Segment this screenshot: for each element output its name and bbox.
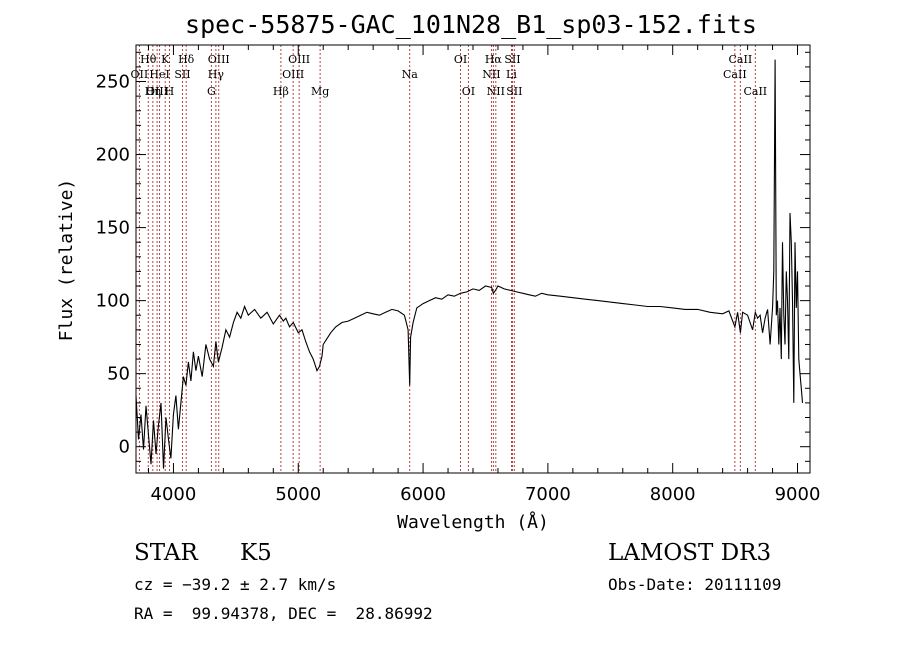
x-tick-label: 4000 [151, 484, 197, 505]
line-label: Hα [485, 53, 503, 66]
line-label: OII [131, 68, 149, 81]
spectrum-series [135, 59, 804, 469]
y-tick-label: 250 [96, 72, 130, 93]
y-tick-label: 100 [96, 291, 130, 312]
line-label: H [165, 85, 175, 98]
line-label: Hγ [208, 68, 225, 81]
x-tick-label: 5000 [275, 484, 321, 505]
line-label: NII [482, 68, 500, 81]
x-tick-label: 9000 [775, 484, 821, 505]
line-label: CaII [723, 68, 747, 81]
y-tick-label: 0 [119, 437, 130, 458]
line-label: CaII [729, 53, 753, 66]
redshift-cz: cz = −39.2 ± 2.7 km/s [134, 575, 336, 594]
y-tick-label: 200 [96, 145, 130, 166]
obs-date: Obs-Date: 20111109 [608, 575, 781, 594]
line-label: Na [402, 68, 419, 81]
object-class: STAR [134, 540, 198, 566]
x-tick-label: 6000 [400, 484, 446, 505]
survey-name: LAMOST DR3 [608, 540, 771, 566]
x-tick-label: 7000 [525, 484, 571, 505]
line-label: CaII [743, 85, 767, 98]
line-label: Hβ [273, 85, 289, 98]
y-axis-label: Flux (relative) [56, 179, 77, 342]
line-label: SII [174, 68, 190, 81]
line-label: OIII [146, 85, 168, 98]
x-axis: 4000 5000 6000 7000 8000 9000 [147, 45, 821, 505]
ra-dec: RA = 99.94378, DEC = 28.86992 [134, 604, 433, 623]
chart-title: spec-55875-GAC_101N28_B1_sp03-152.fits [185, 10, 757, 39]
line-label: NII [487, 85, 505, 98]
object-subclass: K5 [240, 540, 272, 566]
y-axis: 0 50 100 150 200 250 [96, 51, 810, 462]
line-label: Hθ [140, 53, 157, 66]
line-label: OIII [208, 53, 230, 66]
line-label: SII [506, 85, 522, 98]
line-label: OIII [282, 68, 304, 81]
line-label: OI [454, 53, 467, 66]
spectral-line-markers [138, 45, 756, 473]
line-label: SII [504, 53, 520, 66]
y-tick-label: 50 [107, 364, 130, 385]
y-tick-label: 150 [96, 218, 130, 239]
line-label: Li [506, 68, 517, 81]
plot-frame [135, 44, 811, 474]
line-label: Hη [145, 85, 161, 98]
line-label: Hδ [178, 53, 195, 66]
line-label: Mg [311, 85, 329, 98]
line-label: G [207, 85, 216, 98]
line-label: OIII [288, 53, 310, 66]
line-label: HeI [149, 68, 169, 81]
line-label: K [161, 53, 170, 66]
x-tick-label: 8000 [650, 484, 696, 505]
line-label: OI [462, 85, 475, 98]
x-axis-label: Wavelength (Å) [397, 511, 549, 533]
